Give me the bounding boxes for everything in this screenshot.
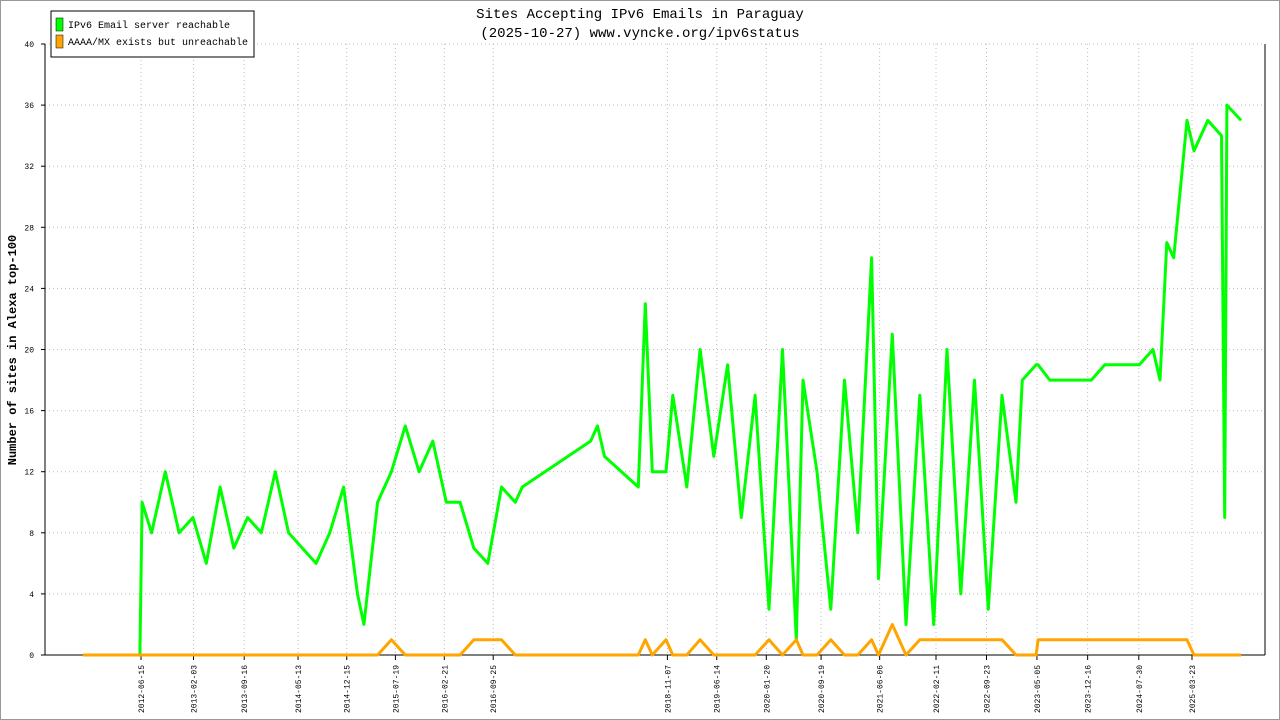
x-tick-label: 2016-02-21 <box>441 665 450 713</box>
legend: IPv6 Email server reachable AAAA/MX exist… <box>50 10 255 58</box>
x-tick-label: 2024-07-30 <box>1136 665 1145 713</box>
y-axis-label: Number of sites in Alexa top-100 <box>6 235 20 465</box>
x-tick-label: 2018-11-07 <box>664 665 673 713</box>
x-tick-label: 2012-06-15 <box>138 665 147 713</box>
x-tick-label: 2025-03-23 <box>1189 665 1198 713</box>
y-tick-label: 40 <box>24 41 34 50</box>
x-tick-label: 2016-09-25 <box>490 665 499 713</box>
y-tick-label: 36 <box>24 102 34 111</box>
x-tick-label: 2013-09-16 <box>241 665 250 713</box>
y-tick-label: 0 <box>29 652 34 661</box>
legend-swatch <box>55 17 64 32</box>
y-tick-label: 24 <box>24 285 34 294</box>
y-tick-label: 12 <box>24 469 34 478</box>
y-tick-label: 28 <box>24 224 34 233</box>
x-tick-label: 2023-12-16 <box>1085 665 1094 713</box>
x-tick-label: 2013-02-03 <box>191 665 200 713</box>
legend-box <box>50 10 255 58</box>
x-tick-label: 2022-09-23 <box>983 665 992 713</box>
y-tick-label: 20 <box>24 347 34 356</box>
x-tick-label: 2023-05-05 <box>1034 665 1043 713</box>
legend-label: IPv6 Email server reachable <box>68 20 230 32</box>
chart-title: Sites Accepting IPv6 Emails in Paraguay <box>476 7 804 23</box>
x-tick-label: 2022-02-11 <box>933 665 942 713</box>
y-tick-label: 32 <box>24 163 34 172</box>
x-tick-label: 2020-01-20 <box>763 665 772 713</box>
x-tick-label: 2020-09-19 <box>818 665 827 713</box>
legend-label: AAAA/MX exists but unreachable <box>68 37 248 49</box>
series-line <box>82 103 1243 657</box>
y-tick-label: 8 <box>29 530 34 539</box>
y-tick-label: 4 <box>29 591 34 600</box>
chart-subtitle: (2025-10-27) www.vyncke.org/ipv6status <box>480 26 799 42</box>
x-tick-label: 2019-06-14 <box>714 665 723 713</box>
x-tick-label: 2015-07-19 <box>392 665 401 713</box>
x-tick-label: 2014-05-13 <box>295 665 304 713</box>
series-line <box>82 623 1242 657</box>
x-tick-label: 2014-12-15 <box>344 665 353 713</box>
legend-swatch <box>55 34 64 49</box>
x-tick-label: 2021-06-06 <box>877 665 886 713</box>
y-tick-label: 16 <box>24 408 34 417</box>
